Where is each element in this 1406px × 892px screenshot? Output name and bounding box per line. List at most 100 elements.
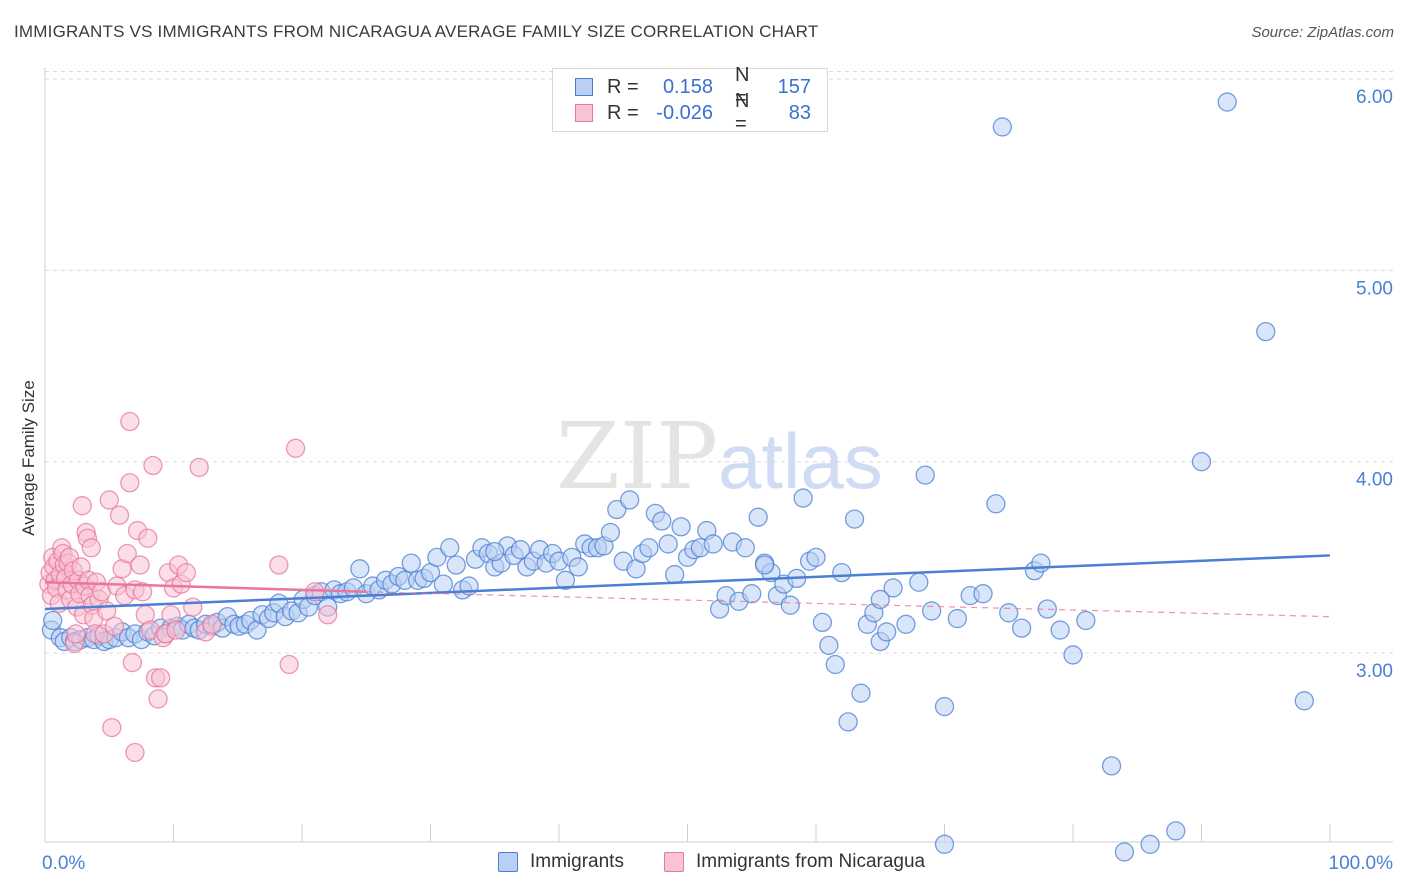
data-point	[350, 559, 370, 579]
data-point	[735, 538, 755, 558]
data-point	[748, 507, 768, 527]
legend-swatch-immigrants	[575, 78, 593, 96]
data-point	[934, 696, 955, 717]
data-point	[427, 547, 447, 567]
data-point	[66, 624, 86, 644]
data-point	[844, 509, 865, 529]
x-tick-label: 0.0%	[42, 853, 85, 874]
data-point	[510, 540, 531, 560]
data-point	[915, 465, 935, 485]
data-point	[285, 438, 306, 458]
data-point	[72, 496, 92, 516]
data-point	[832, 563, 852, 583]
bottom-legend: Immigrants Immigrants from Nicaragua	[0, 851, 1406, 877]
trend-line-immigrants	[44, 554, 1331, 611]
data-point	[703, 534, 723, 554]
data-point	[639, 538, 659, 558]
data-point	[183, 597, 203, 617]
data-point	[877, 622, 897, 642]
data-point	[825, 654, 845, 675]
data-point	[754, 555, 775, 575]
data-point	[446, 555, 466, 575]
data-point	[166, 620, 186, 640]
watermark-zip: ZIP	[556, 403, 718, 510]
data-point	[1011, 618, 1032, 638]
bottom-legend-label: Immigrants from Nicaragua	[696, 851, 926, 872]
source-label: Source: ZipAtlas.com	[1251, 24, 1394, 41]
chart-title: IMMIGRANTS VS IMMIGRANTS FROM NICARAGUA …	[14, 22, 819, 41]
x-tick-label: 100.0%	[1329, 853, 1394, 874]
data-point	[189, 457, 209, 478]
series-immigrants	[41, 92, 1314, 862]
data-point	[896, 614, 916, 634]
data-point	[202, 614, 222, 634]
data-point	[1031, 553, 1051, 573]
data-point	[433, 574, 454, 594]
data-point	[1140, 834, 1160, 854]
legend-r-label: R =	[607, 75, 639, 98]
data-point	[133, 582, 153, 602]
data-point	[986, 494, 1006, 514]
legend-r-value: -0.026	[656, 101, 713, 124]
data-point	[1166, 821, 1186, 841]
data-point	[934, 834, 955, 854]
tick-labels: 3.00 4.00 5.00 6.00 0.0% 100.0%	[42, 87, 1393, 874]
data-point	[279, 654, 299, 675]
data-point	[440, 538, 460, 558]
y-tick-label: 3.00	[1356, 661, 1393, 682]
data-point	[122, 652, 143, 673]
legend-row-immigrants: R = 0.158 N = 157	[575, 64, 811, 109]
watermark: ZIP atlas	[556, 403, 883, 510]
data-point	[1191, 452, 1212, 472]
data-point	[109, 505, 130, 525]
data-point	[555, 570, 576, 590]
data-point	[485, 541, 505, 562]
data-point	[150, 668, 171, 688]
legend-swatch-nicaragua	[575, 104, 593, 122]
data-point	[1114, 842, 1135, 862]
data-point	[1063, 645, 1083, 665]
data-point	[104, 616, 125, 636]
series-nicaragua	[39, 411, 338, 763]
data-point	[652, 511, 672, 531]
data-point	[806, 547, 826, 567]
data-point	[1101, 756, 1122, 776]
grid-lines	[45, 70, 1393, 654]
data-point	[742, 584, 762, 604]
bottom-legend-swatch-immigrants	[498, 852, 518, 872]
data-point	[401, 553, 421, 573]
legend-n-label: N =	[735, 90, 750, 135]
y-tick-label: 6.00	[1356, 87, 1393, 108]
data-point	[138, 528, 158, 548]
legend-n-value: 83	[788, 101, 811, 124]
legend-r-value: 0.158	[662, 75, 713, 98]
trend-lines	[44, 554, 1331, 618]
data-point	[819, 635, 839, 655]
data-point	[120, 411, 140, 432]
data-point	[125, 742, 145, 763]
data-point	[658, 534, 678, 554]
data-point	[620, 490, 640, 510]
data-point	[1050, 620, 1070, 640]
data-point	[1217, 92, 1237, 112]
data-point	[99, 490, 119, 510]
data-point	[117, 543, 137, 564]
y-tick-label: 4.00	[1356, 470, 1393, 491]
bottom-legend-immigrants: Immigrants	[498, 851, 624, 873]
data-point	[780, 595, 800, 615]
data-point	[838, 712, 858, 732]
data-point	[143, 455, 163, 476]
trend-line-nicaragua	[44, 580, 367, 594]
data-point	[568, 557, 588, 577]
y-tick-label: 5.00	[1356, 278, 1393, 299]
data-point	[120, 473, 140, 493]
data-point	[102, 717, 122, 738]
data-point	[1076, 610, 1096, 631]
data-point	[812, 612, 833, 633]
data-point	[922, 601, 942, 621]
bottom-legend-swatch-nicaragua	[664, 852, 684, 872]
axes	[44, 68, 1393, 843]
data-point	[992, 117, 1012, 137]
data-point	[851, 683, 871, 703]
data-point	[870, 589, 890, 610]
